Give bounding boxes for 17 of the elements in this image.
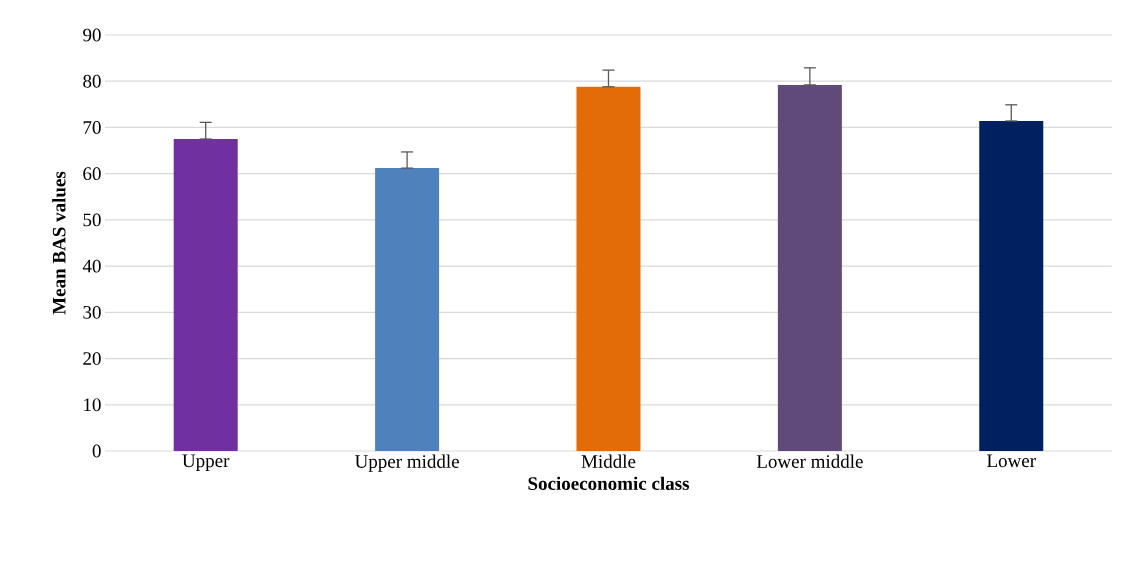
y-tick-label: 90 xyxy=(83,28,101,42)
x-tick-label: Lower xyxy=(987,454,1036,468)
y-tick-label: 60 xyxy=(83,167,101,181)
y-axis-title: Mean BAS values xyxy=(52,171,66,315)
y-tick-label: 50 xyxy=(83,213,101,227)
y-tick-label: 80 xyxy=(83,74,101,88)
y-tick-label: 30 xyxy=(83,305,101,319)
y-tick-label: 20 xyxy=(83,352,101,365)
y-tick-label: 70 xyxy=(83,121,101,134)
y-tick-label: 40 xyxy=(82,259,101,273)
x-tick-label: Lower middle xyxy=(756,454,863,468)
x-tick-label: Upper xyxy=(182,454,230,472)
x-axis-title: Socioeconomic class xyxy=(528,476,690,490)
x-tick-label: Upper middle xyxy=(354,454,459,472)
y-tick-label: 10 xyxy=(84,398,101,412)
x-tick-label: Middle xyxy=(581,454,636,468)
y-tick-label: 0 xyxy=(92,444,101,458)
